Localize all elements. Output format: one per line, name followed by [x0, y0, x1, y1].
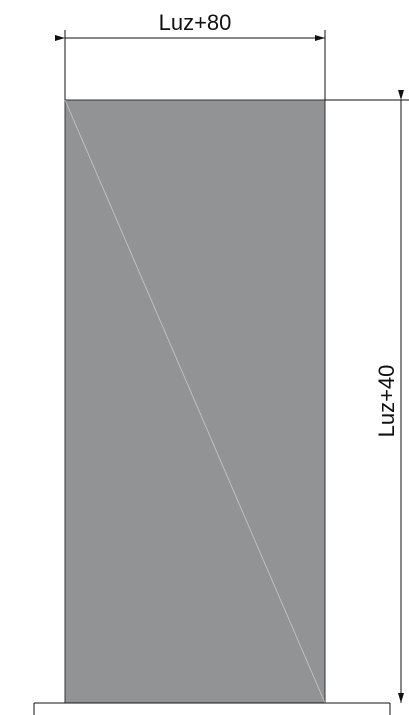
width-label: Luz+80	[159, 10, 232, 35]
panel-diagonal	[64, 99, 326, 704]
height-label: Luz+40	[374, 365, 399, 438]
